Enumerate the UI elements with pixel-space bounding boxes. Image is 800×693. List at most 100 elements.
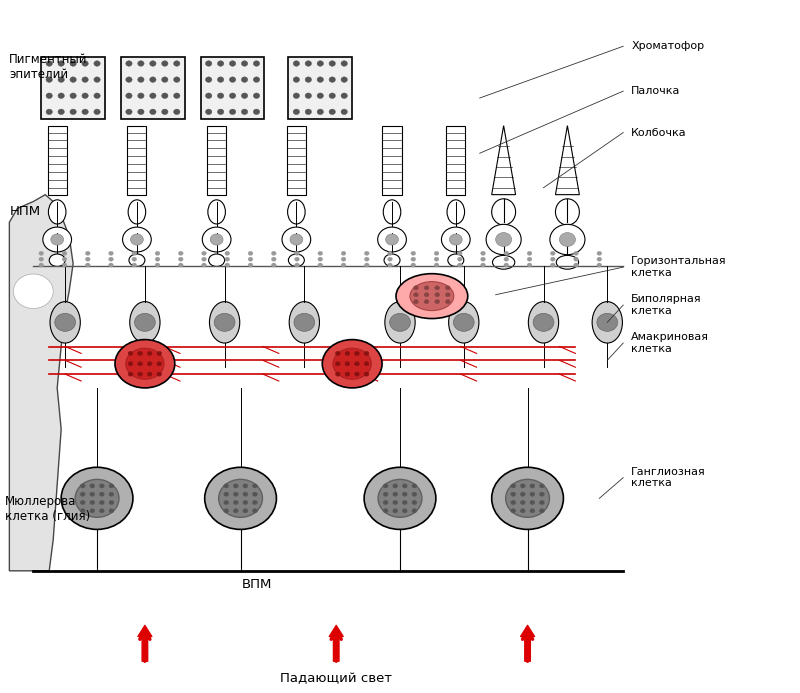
Circle shape [393, 509, 398, 513]
Circle shape [402, 492, 407, 496]
Circle shape [335, 362, 340, 366]
Ellipse shape [129, 254, 145, 266]
Circle shape [248, 257, 253, 261]
Circle shape [70, 77, 76, 82]
Circle shape [155, 263, 160, 267]
Circle shape [364, 372, 369, 376]
Circle shape [424, 292, 429, 297]
Circle shape [435, 286, 439, 290]
Circle shape [533, 313, 554, 331]
Circle shape [225, 252, 230, 256]
Ellipse shape [205, 467, 277, 529]
Text: Пигментный
эпителий: Пигментный эпителий [10, 53, 88, 81]
Circle shape [138, 93, 144, 98]
Circle shape [126, 77, 132, 82]
Circle shape [318, 252, 322, 256]
Text: Колбочка: Колбочка [631, 128, 687, 137]
Circle shape [271, 252, 276, 256]
Circle shape [539, 500, 544, 505]
Circle shape [138, 77, 144, 82]
Ellipse shape [210, 301, 240, 343]
Circle shape [442, 227, 470, 252]
Ellipse shape [378, 480, 422, 518]
Ellipse shape [115, 340, 174, 388]
Circle shape [86, 263, 90, 267]
Circle shape [317, 93, 323, 98]
FancyArrowPatch shape [138, 625, 152, 661]
Circle shape [341, 77, 347, 82]
Circle shape [58, 109, 64, 114]
Bar [382, 125, 402, 195]
Circle shape [202, 252, 206, 256]
Circle shape [345, 372, 350, 376]
Circle shape [294, 257, 299, 261]
Circle shape [411, 257, 416, 261]
Circle shape [446, 286, 450, 290]
Circle shape [224, 509, 229, 513]
Circle shape [224, 492, 229, 496]
Circle shape [411, 252, 416, 256]
Bar [48, 125, 66, 195]
Circle shape [402, 484, 407, 488]
Circle shape [481, 257, 486, 261]
Circle shape [341, 257, 346, 261]
Circle shape [253, 509, 258, 513]
Circle shape [70, 93, 76, 98]
Circle shape [162, 61, 168, 67]
Circle shape [414, 299, 418, 304]
Ellipse shape [288, 254, 304, 266]
Circle shape [435, 292, 439, 297]
Circle shape [411, 263, 416, 267]
Ellipse shape [364, 467, 436, 529]
Circle shape [147, 351, 152, 356]
Circle shape [55, 313, 75, 331]
Circle shape [99, 500, 104, 505]
Circle shape [293, 61, 299, 67]
Circle shape [530, 500, 534, 505]
Circle shape [341, 263, 346, 267]
Circle shape [147, 372, 152, 376]
Circle shape [386, 234, 398, 245]
Circle shape [434, 257, 439, 261]
Circle shape [138, 372, 142, 376]
Circle shape [86, 257, 90, 261]
Circle shape [134, 313, 155, 331]
Circle shape [294, 313, 314, 331]
Circle shape [481, 263, 486, 267]
Circle shape [94, 61, 100, 67]
Circle shape [527, 252, 532, 256]
Circle shape [174, 77, 180, 82]
Circle shape [341, 109, 347, 114]
Circle shape [224, 484, 229, 488]
Circle shape [243, 500, 248, 505]
Ellipse shape [50, 254, 65, 266]
Circle shape [402, 500, 407, 505]
Circle shape [253, 484, 258, 488]
Circle shape [364, 257, 369, 261]
Circle shape [243, 484, 248, 488]
Circle shape [214, 313, 235, 331]
Bar [288, 57, 352, 119]
Circle shape [390, 313, 410, 331]
Circle shape [202, 227, 231, 252]
Circle shape [82, 109, 88, 114]
Bar [207, 125, 226, 195]
Circle shape [51, 234, 63, 245]
Circle shape [329, 61, 335, 67]
Circle shape [504, 263, 509, 267]
Text: Падающий свет: Падающий свет [280, 672, 392, 685]
Circle shape [126, 109, 132, 114]
Circle shape [520, 492, 525, 496]
Circle shape [574, 263, 578, 267]
Circle shape [132, 257, 137, 261]
Bar [286, 125, 306, 195]
Circle shape [109, 509, 114, 513]
Ellipse shape [209, 254, 225, 266]
Circle shape [511, 500, 515, 505]
Circle shape [70, 61, 76, 67]
Circle shape [162, 93, 168, 98]
Circle shape [434, 263, 439, 267]
Circle shape [62, 252, 67, 256]
Circle shape [446, 292, 450, 297]
Circle shape [128, 351, 133, 356]
